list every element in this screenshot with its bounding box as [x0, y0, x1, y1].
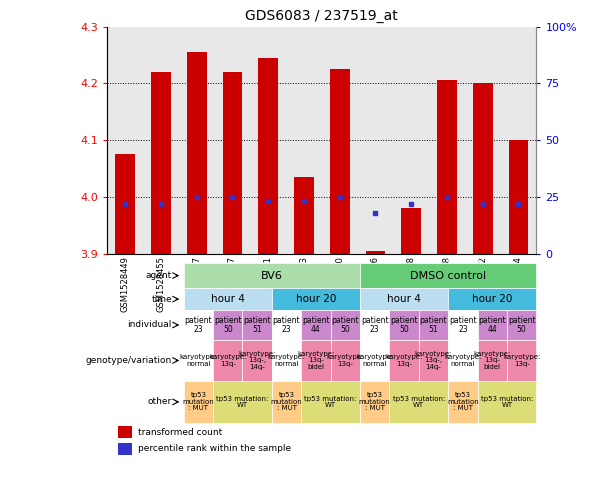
Bar — [360, 381, 389, 423]
Bar — [507, 310, 536, 340]
Bar — [272, 381, 301, 423]
Bar — [360, 310, 389, 340]
Text: tp53 mutation:
WT: tp53 mutation: WT — [216, 396, 268, 408]
Bar — [507, 340, 536, 381]
Text: individual: individual — [128, 321, 172, 329]
Text: karyotype:
13q-,
14q-: karyotype: 13q-, 14q- — [238, 351, 276, 370]
Text: karyotype:
13q-
bidel: karyotype: 13q- bidel — [297, 351, 335, 370]
Bar — [184, 288, 272, 310]
Text: karyotype:
13q-,
14q-: karyotype: 13q-, 14q- — [415, 351, 452, 370]
Text: patient
50: patient 50 — [390, 316, 418, 334]
Text: karyotype:
13q-: karyotype: 13q- — [209, 354, 246, 367]
Bar — [213, 310, 243, 340]
Text: patient
51: patient 51 — [243, 316, 271, 334]
Text: patient
23: patient 23 — [185, 316, 212, 334]
Text: time: time — [151, 295, 172, 304]
Text: tp53 mutation:
WT: tp53 mutation: WT — [481, 396, 533, 408]
Text: percentile rank within the sample: percentile rank within the sample — [138, 444, 291, 453]
Bar — [301, 381, 360, 423]
Bar — [448, 340, 478, 381]
Text: tp53
mutation
: MUT: tp53 mutation : MUT — [183, 392, 215, 412]
Bar — [301, 340, 330, 381]
Bar — [389, 340, 419, 381]
Text: DMSO control: DMSO control — [410, 270, 486, 281]
Bar — [187, 52, 207, 254]
Text: hour 20: hour 20 — [295, 294, 336, 304]
Bar — [151, 72, 171, 254]
Bar — [448, 310, 478, 340]
Bar — [473, 83, 493, 254]
Text: karyotype:
13q-: karyotype: 13q- — [503, 354, 541, 367]
Text: genotype/variation: genotype/variation — [86, 356, 172, 365]
Text: karyotype:
normal: karyotype: normal — [268, 354, 305, 367]
Text: patient
23: patient 23 — [273, 316, 300, 334]
Bar — [448, 288, 536, 310]
Text: karyotype:
normal: karyotype: normal — [356, 354, 394, 367]
Bar — [184, 310, 213, 340]
Text: hour 4: hour 4 — [211, 294, 245, 304]
Text: patient
23: patient 23 — [449, 316, 477, 334]
Bar — [272, 288, 360, 310]
Bar — [389, 310, 419, 340]
Bar — [223, 72, 242, 254]
Bar — [294, 177, 314, 254]
Title: GDS6083 / 237519_at: GDS6083 / 237519_at — [245, 9, 398, 23]
Bar — [330, 310, 360, 340]
Text: other: other — [148, 398, 172, 406]
Text: hour 20: hour 20 — [472, 294, 512, 304]
Bar — [478, 340, 507, 381]
Bar — [243, 310, 272, 340]
Bar — [115, 154, 135, 254]
Bar — [419, 340, 448, 381]
Bar — [360, 263, 536, 288]
Bar — [389, 381, 448, 423]
Text: karyotype:
13q-: karyotype: 13q- — [327, 354, 364, 367]
Bar — [184, 381, 213, 423]
Text: patient
51: patient 51 — [420, 316, 447, 334]
Bar — [360, 340, 389, 381]
Bar — [258, 58, 278, 254]
Bar — [301, 310, 330, 340]
Text: transformed count: transformed count — [138, 427, 222, 437]
Text: hour 4: hour 4 — [387, 294, 421, 304]
Bar — [448, 381, 478, 423]
Text: patient
50: patient 50 — [332, 316, 359, 334]
Bar — [330, 69, 349, 254]
Bar — [272, 340, 301, 381]
Text: tp53
mutation
: MUT: tp53 mutation : MUT — [271, 392, 302, 412]
Text: tp53 mutation:
WT: tp53 mutation: WT — [392, 396, 445, 408]
Bar — [509, 140, 528, 254]
Text: patient
44: patient 44 — [479, 316, 506, 334]
Bar — [213, 381, 272, 423]
Text: karyotype:
13q-: karyotype: 13q- — [386, 354, 423, 367]
Bar — [213, 340, 243, 381]
Bar — [330, 340, 360, 381]
Bar — [272, 310, 301, 340]
Text: BV6: BV6 — [261, 270, 283, 281]
Bar — [118, 426, 132, 438]
Bar — [365, 251, 386, 254]
Text: patient
50: patient 50 — [214, 316, 242, 334]
Text: karyotype:
13q-
bidel: karyotype: 13q- bidel — [474, 351, 511, 370]
Text: tp53
mutation
: MUT: tp53 mutation : MUT — [359, 392, 390, 412]
Bar — [478, 310, 507, 340]
Text: patient
50: patient 50 — [508, 316, 536, 334]
Bar — [437, 81, 457, 254]
Bar — [478, 381, 536, 423]
Bar — [118, 442, 132, 455]
Text: patient
44: patient 44 — [302, 316, 330, 334]
Bar — [184, 340, 213, 381]
Bar — [243, 340, 272, 381]
Text: patient
23: patient 23 — [361, 316, 389, 334]
Text: agent: agent — [146, 271, 172, 280]
Text: karyotype:
normal: karyotype: normal — [180, 354, 217, 367]
Bar — [184, 263, 360, 288]
Bar — [419, 310, 448, 340]
Text: tp53
mutation
: MUT: tp53 mutation : MUT — [447, 392, 479, 412]
Text: karyotype:
normal: karyotype: normal — [444, 354, 482, 367]
Text: tp53 mutation:
WT: tp53 mutation: WT — [305, 396, 357, 408]
Bar — [360, 288, 448, 310]
Bar — [402, 208, 421, 254]
